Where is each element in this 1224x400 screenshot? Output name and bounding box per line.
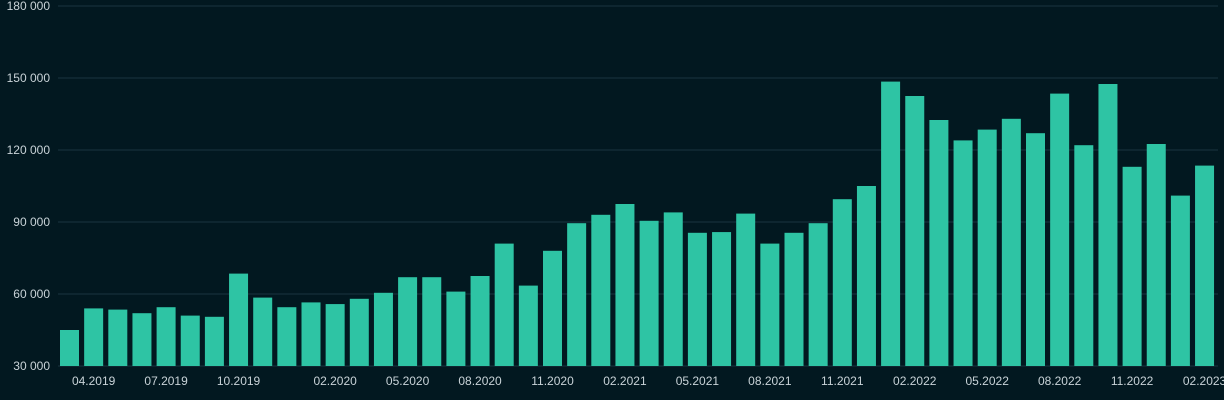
bar-06.2019[interactable] <box>132 313 152 366</box>
bar-09.2021[interactable] <box>784 232 804 366</box>
bar-03.2020[interactable] <box>349 298 369 366</box>
bar-09.2020[interactable] <box>494 243 514 366</box>
bar-12.2020[interactable] <box>567 223 587 366</box>
bar-05.2019[interactable] <box>108 309 128 366</box>
bar-02.2020[interactable] <box>325 304 345 366</box>
bar-08.2022[interactable] <box>1050 93 1070 366</box>
bar-07.2020[interactable] <box>446 291 466 366</box>
bar-05.2022[interactable] <box>977 129 997 366</box>
x-tick-label: 05.2021 <box>676 374 720 388</box>
bar-03.2022[interactable] <box>929 120 949 366</box>
bar-07.2022[interactable] <box>1026 133 1045 366</box>
x-tick-label: 04.2019 <box>72 374 116 388</box>
bar-12.2022[interactable] <box>1146 144 1166 366</box>
bar-01.2020[interactable] <box>301 302 321 366</box>
x-tick-label: 02.2021 <box>603 374 647 388</box>
y-tick-label: 90 000 <box>13 215 50 229</box>
bar-05.2021[interactable] <box>687 232 707 366</box>
bar-02.2023[interactable] <box>1195 165 1215 366</box>
bar-04.2021[interactable] <box>663 212 683 366</box>
bar-03.2021[interactable] <box>639 220 659 366</box>
bar-11.2019[interactable] <box>253 297 273 366</box>
x-tick-label: 02.2023 <box>1183 374 1224 388</box>
bar-04.2019[interactable] <box>84 308 104 366</box>
bar-02.2021[interactable] <box>615 204 635 366</box>
bar-09.2019[interactable] <box>204 316 224 366</box>
bar-10.2021[interactable] <box>808 223 828 366</box>
y-tick-label: 120 000 <box>7 143 51 157</box>
bar-04.2022[interactable] <box>953 140 973 366</box>
bar-08.2019[interactable] <box>180 315 200 366</box>
x-tick-label: 10.2019 <box>217 374 261 388</box>
x-tick-label: 08.2021 <box>748 374 792 388</box>
y-tick-label: 60 000 <box>13 287 50 301</box>
bar-01.2023[interactable] <box>1170 195 1190 366</box>
bar-01.2021[interactable] <box>591 214 611 366</box>
x-tick-label: 05.2020 <box>386 374 430 388</box>
x-tick-label: 05.2022 <box>966 374 1010 388</box>
bar-08.2021[interactable] <box>760 243 780 366</box>
bar-07.2021[interactable] <box>736 213 756 366</box>
y-tick-label: 150 000 <box>7 71 51 85</box>
bar-05.2020[interactable] <box>398 277 418 366</box>
bar-10.2020[interactable] <box>518 285 538 366</box>
bar-03.2019[interactable] <box>60 330 79 366</box>
bar-06.2022[interactable] <box>1001 118 1021 366</box>
x-tick-label: 02.2020 <box>313 374 357 388</box>
bar-10.2019[interactable] <box>229 273 249 366</box>
x-tick-label: 11.2020 <box>531 374 574 388</box>
bar-06.2020[interactable] <box>422 277 442 366</box>
bar-01.2022[interactable] <box>881 81 901 366</box>
bar-07.2019[interactable] <box>156 307 176 366</box>
x-tick-label: 11.2022 <box>1111 374 1154 388</box>
bar-11.2021[interactable] <box>832 199 852 366</box>
x-tick-label: 07.2019 <box>144 374 188 388</box>
x-tick-label: 11.2021 <box>821 374 864 388</box>
x-tick-label: 08.2022 <box>1038 374 1082 388</box>
bar-12.2021[interactable] <box>856 186 876 366</box>
bar-02.2022[interactable] <box>905 96 925 366</box>
bar-08.2020[interactable] <box>470 276 490 366</box>
bar-12.2019[interactable] <box>277 307 297 366</box>
x-tick-label: 08.2020 <box>458 374 502 388</box>
y-tick-label: 180 000 <box>7 0 51 13</box>
y-tick-label: 30 000 <box>13 359 50 373</box>
bar-04.2020[interactable] <box>373 292 393 366</box>
bar-06.2021[interactable] <box>712 232 732 366</box>
x-tick-label: 02.2022 <box>893 374 937 388</box>
bar-11.2022[interactable] <box>1122 166 1142 366</box>
bar-09.2022[interactable] <box>1074 145 1094 366</box>
bar-11.2020[interactable] <box>543 250 562 366</box>
bar-10.2022[interactable] <box>1098 84 1118 366</box>
